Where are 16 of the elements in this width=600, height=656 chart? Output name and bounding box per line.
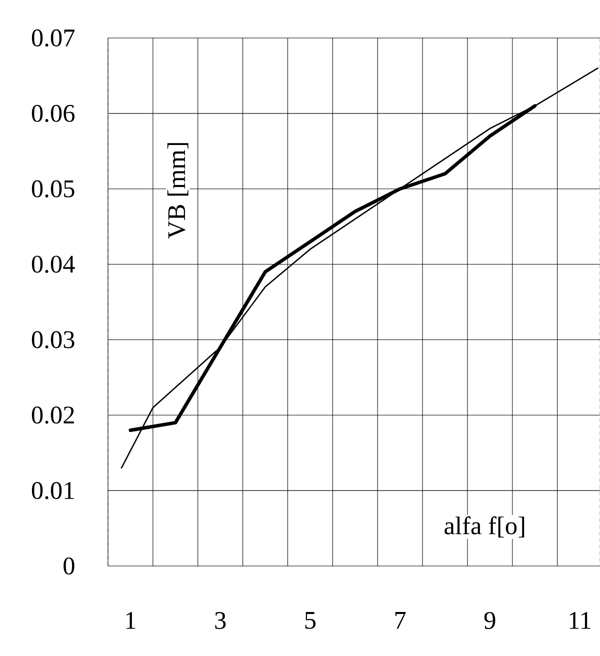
y-tick-label: 0.06 [32, 104, 75, 122]
x-tick-label: 11 [570, 612, 590, 629]
y-tick-label: 0.07 [32, 29, 75, 47]
x-axis-title: alfa f[o] [444, 516, 524, 538]
y-tick-label: 0.01 [32, 482, 74, 500]
x-tick-label: 5 [305, 612, 316, 629]
y-tick-label: 0.05 [32, 180, 74, 198]
x-tick-label: 9 [484, 612, 496, 630]
y-tick-label: 0.04 [32, 256, 75, 273]
y-axis-title: VB [mm] [167, 143, 188, 239]
x-tick-label: 1 [126, 612, 136, 629]
x-tick-label: 7 [395, 612, 406, 629]
x-tick-label: 3 [215, 612, 226, 630]
y-tick-label: 0 [64, 557, 74, 575]
y-tick-label: 0.02 [32, 406, 74, 424]
y-tick-label: 0.03 [32, 331, 74, 348]
